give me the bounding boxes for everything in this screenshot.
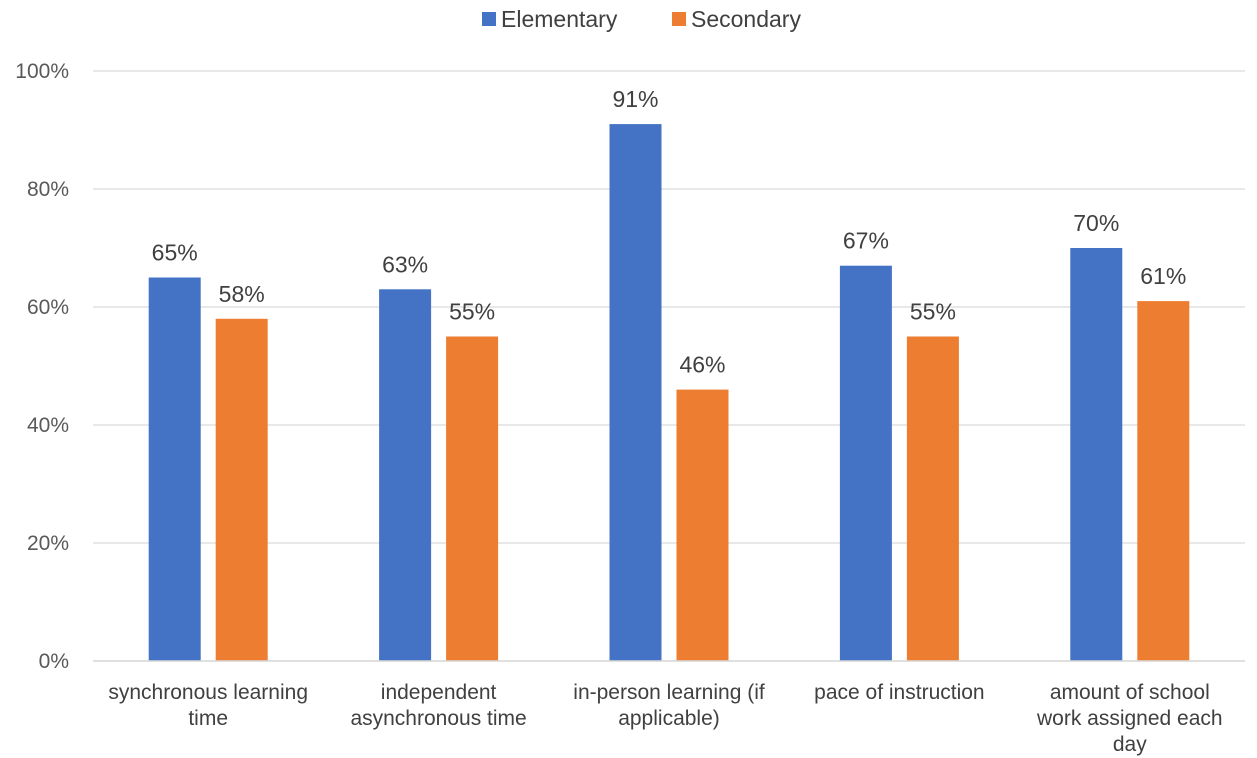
chart-legend: Elementary Secondary <box>482 6 801 32</box>
data-label-elementary-2: 91% <box>612 86 658 112</box>
bars <box>148 124 1190 662</box>
bar-elementary-0 <box>148 277 201 661</box>
y-tick-label: 0% <box>39 650 69 673</box>
legend-label-secondary: Secondary <box>691 6 801 32</box>
x-category-label: independent asynchronous time <box>350 681 526 730</box>
y-tick-label: 60% <box>27 296 69 319</box>
x-category-label-line: work assigned each <box>1036 707 1223 730</box>
bar-secondary-4 <box>1137 301 1190 661</box>
x-category-label-line: pace of instruction <box>814 681 984 704</box>
data-label-elementary-3: 67% <box>843 228 889 254</box>
x-category-label-line: independent <box>381 681 497 704</box>
data-label-elementary-0: 65% <box>152 240 198 266</box>
x-category-label: synchronous learning time <box>108 681 308 730</box>
x-category-label-line: in-person learning (if <box>573 681 765 704</box>
y-tick-label: 40% <box>27 414 69 437</box>
x-category-label-line: amount of school <box>1050 681 1210 704</box>
x-category-label: in-person learning (if applicable) <box>573 681 765 730</box>
bar-elementary-3 <box>839 265 892 661</box>
data-label-secondary-2: 46% <box>679 352 725 378</box>
x-category-label-line: synchronous learning <box>108 681 308 704</box>
data-label-secondary-3: 55% <box>910 299 956 325</box>
data-label-elementary-1: 63% <box>382 251 428 277</box>
y-axis: 0% 20% 40% 60% 80% 100% <box>15 60 69 673</box>
data-label-elementary-4: 70% <box>1073 210 1119 236</box>
x-category-label: pace of instruction <box>814 681 984 704</box>
bar-elementary-1 <box>379 289 432 661</box>
bar-secondary-0 <box>215 318 268 661</box>
legend-swatch-elementary <box>482 12 496 26</box>
x-axis: synchronous learning time independent async… <box>93 660 1245 756</box>
bar-secondary-1 <box>446 336 499 661</box>
bar-secondary-3 <box>906 336 959 661</box>
bar-elementary-4 <box>1070 248 1123 661</box>
data-label-secondary-4: 61% <box>1140 263 1186 289</box>
data-label-secondary-0: 58% <box>219 281 265 307</box>
data-label-secondary-1: 55% <box>449 299 495 325</box>
x-category-label: amount of school work assigned each day <box>1036 681 1223 756</box>
legend-label-elementary: Elementary <box>501 6 618 32</box>
y-tick-label: 20% <box>27 532 69 555</box>
x-category-label-line: asynchronous time <box>350 707 526 730</box>
data-labels: 65% 58% 63% 55% 91% 46% 67% 55% 70% 61% <box>152 86 1187 378</box>
bar-elementary-2 <box>609 124 662 662</box>
bar-secondary-2 <box>676 389 729 661</box>
y-tick-label: 80% <box>27 178 69 201</box>
x-category-label-line: applicable) <box>618 707 720 730</box>
legend-swatch-secondary <box>672 12 686 26</box>
x-category-label-line: day <box>1113 733 1147 756</box>
y-tick-label: 100% <box>15 60 69 83</box>
x-category-label-line: time <box>188 707 228 730</box>
